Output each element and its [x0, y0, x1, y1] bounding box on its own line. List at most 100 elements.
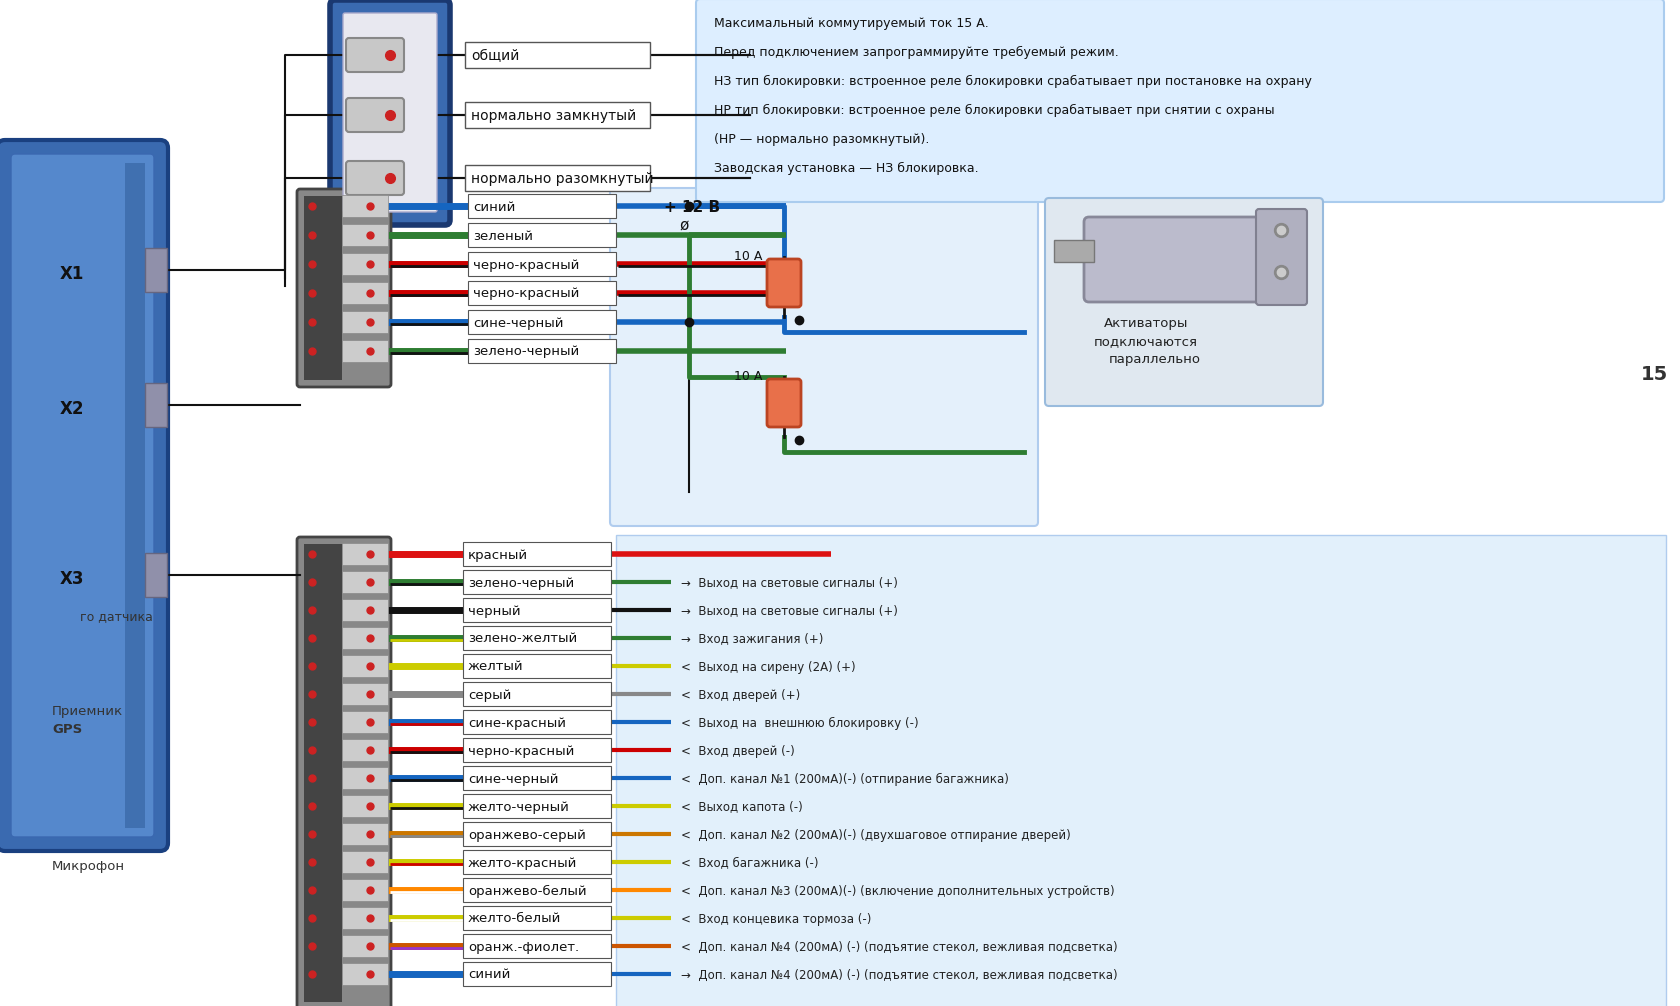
Text: 15: 15 [1640, 365, 1667, 384]
Bar [465, 42, 650, 68]
Bar [341, 627, 388, 649]
Text: общий: общий [470, 49, 519, 63]
FancyBboxPatch shape [610, 188, 1037, 526]
Text: <  Вход дверей (-): < Вход дверей (-) [680, 744, 795, 758]
Text: желто-белый: желто-белый [467, 912, 561, 926]
Bar [465, 165, 650, 191]
Text: го датчика: го датчика [81, 610, 153, 623]
Text: оранжево-серый: оранжево-серый [467, 829, 586, 841]
Bar [341, 683, 388, 705]
Bar [462, 542, 610, 566]
Text: Приемник: Приемник [52, 705, 123, 718]
Text: <  Выход на  внешнюю блокировку (-): < Выход на внешнюю блокировку (-) [680, 716, 917, 729]
Text: →  Выход на световые сигналы (+): → Выход на световые сигналы (+) [680, 576, 897, 590]
Text: черно-красный: черно-красный [472, 288, 580, 301]
Text: X3: X3 [60, 570, 84, 588]
FancyBboxPatch shape [12, 154, 155, 837]
FancyBboxPatch shape [1255, 209, 1307, 305]
Text: →  Доп. канал №4 (200мА) (-) (подъятие стекол, вежливая подсветка): → Доп. канал №4 (200мА) (-) (подъятие ст… [680, 969, 1117, 982]
Bar [467, 194, 615, 218]
FancyBboxPatch shape [346, 38, 403, 72]
Bar [341, 711, 388, 733]
Bar [341, 823, 388, 845]
Text: нормально замкнутый: нормально замкнутый [470, 109, 635, 123]
Bar [462, 822, 610, 846]
Text: оранж.-фиолет.: оранж.-фиолет. [467, 941, 580, 954]
FancyBboxPatch shape [0, 140, 168, 851]
Bar [341, 963, 388, 985]
Bar [144, 248, 166, 292]
Bar [341, 282, 388, 304]
FancyBboxPatch shape [297, 537, 391, 1006]
Text: желтый: желтый [467, 661, 522, 673]
Bar [462, 934, 610, 958]
Text: нормально разомкнутый: нормально разомкнутый [470, 172, 654, 186]
Bar [124, 163, 144, 828]
Text: сине-красный: сине-красный [467, 716, 566, 729]
Text: зелено-желтый: зелено-желтый [467, 633, 576, 646]
Bar [341, 599, 388, 621]
Text: красный: красный [467, 548, 528, 561]
Text: синий: синий [467, 969, 511, 982]
Text: Перед подключением запрограммируйте требуемый режим.: Перед подключением запрограммируйте треб… [714, 46, 1119, 59]
Text: сине-черный: сине-черный [472, 317, 563, 330]
Bar [462, 570, 610, 594]
Bar [462, 738, 610, 762]
Text: X2: X2 [60, 400, 84, 418]
Bar [341, 907, 388, 929]
Bar [462, 794, 610, 818]
Bar [462, 682, 610, 706]
Text: <  Вход дверей (+): < Вход дверей (+) [680, 688, 800, 701]
Bar [467, 339, 615, 363]
Bar [462, 878, 610, 902]
Bar [341, 767, 388, 789]
Text: <  Доп. канал №2 (200мА)(-) (двухшаговое отпирание дверей): < Доп. канал №2 (200мА)(-) (двухшаговое … [680, 829, 1070, 841]
Bar [467, 310, 615, 334]
Text: →  Вход зажигания (+): → Вход зажигания (+) [680, 633, 823, 646]
Text: Заводская установка — НЗ блокировка.: Заводская установка — НЗ блокировка. [714, 162, 978, 175]
Text: желто-черный: желто-черный [467, 801, 570, 814]
Bar [341, 935, 388, 957]
Text: сине-черный: сине-черный [467, 773, 558, 786]
Text: параллельно: параллельно [1109, 353, 1200, 366]
Text: <  Доп. канал №1 (200мА)(-) (отпирание багажника): < Доп. канал №1 (200мА)(-) (отпирание ба… [680, 773, 1008, 786]
Bar [144, 553, 166, 597]
Bar [467, 223, 615, 247]
Text: НЗ тип блокировки: встроенное реле блокировки срабатывает при постановке на охра: НЗ тип блокировки: встроенное реле блоки… [714, 75, 1310, 89]
Bar [462, 850, 610, 874]
Bar [467, 252, 615, 276]
Bar [462, 906, 610, 930]
Text: <  Выход на сирену (2А) (+): < Выход на сирену (2А) (+) [680, 661, 855, 673]
Bar [341, 253, 388, 275]
Text: 10 А: 10 А [734, 250, 763, 263]
Bar [615, 535, 1665, 1006]
Bar [341, 195, 388, 217]
Bar [1053, 240, 1094, 262]
FancyBboxPatch shape [346, 161, 403, 195]
FancyBboxPatch shape [1084, 217, 1263, 302]
Bar [304, 196, 341, 380]
Text: черно-красный: черно-красный [467, 744, 575, 758]
FancyBboxPatch shape [766, 379, 801, 427]
Text: черный: черный [467, 605, 521, 618]
Text: <  Доп. канал №3 (200мА)(-) (включение дополнительных устройств): < Доп. канал №3 (200мА)(-) (включение до… [680, 884, 1114, 897]
FancyBboxPatch shape [766, 259, 801, 307]
Bar [465, 102, 650, 128]
FancyBboxPatch shape [346, 98, 403, 132]
Text: зеленый: зеленый [472, 229, 533, 242]
FancyBboxPatch shape [297, 189, 391, 387]
Text: X1: X1 [60, 265, 84, 283]
Bar [467, 281, 615, 305]
Bar [304, 544, 341, 1002]
Text: Максимальный коммутируемый ток 15 А.: Максимальный коммутируемый ток 15 А. [714, 17, 988, 30]
Text: <  Доп. канал №4 (200мА) (-) (подъятие стекол, вежливая подсветка): < Доп. канал №4 (200мА) (-) (подъятие ст… [680, 941, 1117, 954]
Text: зелено-черный: зелено-черный [472, 345, 580, 358]
Bar [341, 340, 388, 362]
Bar [462, 710, 610, 734]
Text: зелено-черный: зелено-черный [467, 576, 575, 590]
Bar [341, 879, 388, 901]
FancyBboxPatch shape [1045, 198, 1322, 406]
Bar [462, 962, 610, 986]
Text: (НР — нормально разомкнутый).: (НР — нормально разомкнутый). [714, 133, 929, 146]
Text: подключаются: подключаются [1094, 335, 1198, 348]
